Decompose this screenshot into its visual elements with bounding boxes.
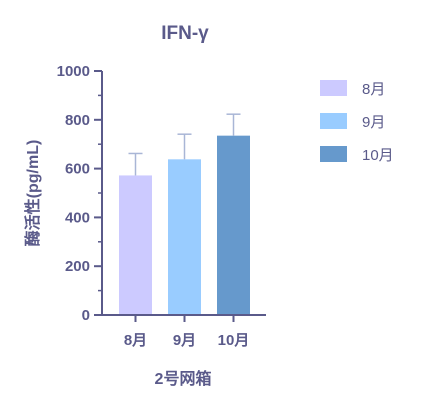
y-tick-label: 200 — [65, 258, 90, 275]
x-tick-label: 10月 — [218, 332, 250, 349]
legend-label-3: 10月 — [362, 147, 394, 164]
y-tick-label: 800 — [65, 112, 90, 129]
y-axis-title: 酶活性(pg/mL) — [23, 140, 42, 247]
y-tick-label: 1000 — [57, 63, 90, 80]
legend-label-2: 9月 — [362, 114, 385, 131]
x-tick-label: 8月 — [124, 332, 147, 349]
x-tick-label: 9月 — [173, 332, 196, 349]
legend-swatch-2 — [320, 113, 347, 129]
bar-2 — [168, 159, 201, 315]
chart-title: IFN-γ — [161, 23, 209, 44]
legend: 8月 9月 10月 — [320, 80, 394, 164]
bar-1 — [119, 175, 152, 315]
legend-swatch-1 — [320, 80, 347, 96]
bar-3 — [217, 135, 250, 315]
legend-swatch-3 — [320, 146, 347, 162]
bars — [119, 113, 250, 315]
legend-label-1: 8月 — [362, 81, 385, 98]
y-axis: 0 200 400 600 800 1000 — [57, 63, 103, 324]
y-tick-label: 400 — [65, 209, 90, 226]
x-axis: 8月 9月 10月 — [102, 314, 266, 349]
y-tick-label: 0 — [82, 307, 90, 324]
y-tick-label: 600 — [65, 161, 90, 178]
x-axis-title: 2号网箱 — [155, 369, 212, 388]
